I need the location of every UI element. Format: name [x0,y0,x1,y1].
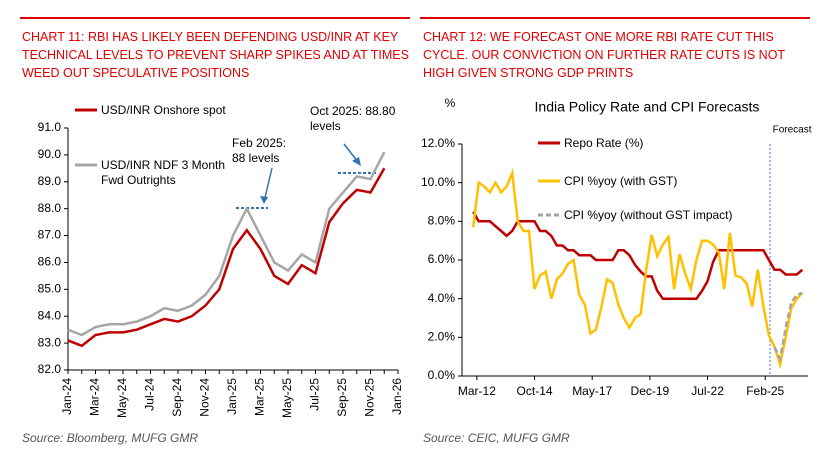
legend-label: Repo Rate (%) [564,136,644,150]
x-tick-label: Jan-25 [225,378,239,415]
source-note: Source: Bloomberg, MUFG GMR [22,431,199,445]
x-tick-label: Nov-24 [198,378,212,417]
y-tick-label: 4.0% [428,291,456,305]
x-tick-label: Jul-24 [143,378,157,411]
x-tick-label: May-17 [572,384,612,398]
y-tick-label: 87.0 [38,228,62,242]
x-tick-label: Mar-24 [88,378,102,416]
y-axis-label: % [445,96,456,110]
x-tick-label: Sep-24 [170,378,184,417]
y-tick-label: 89.0 [38,174,62,188]
arrow-head [352,157,361,166]
y-tick-label: 2.0% [428,330,456,344]
y-tick-label: 90.0 [38,147,62,161]
series-line [472,211,804,300]
x-tick-label: Mar-12 [458,384,496,398]
legend-label: CPI %yoy (without GST impact) [564,208,733,222]
series-line [67,151,386,337]
x-tick-label: May-25 [280,378,294,418]
y-tick-label: 0.0% [428,368,456,382]
forecast-label: Forecast [773,125,812,136]
arrow [263,167,273,203]
y-tick-label: 84.0 [38,308,62,322]
x-tick-label: Oct-14 [517,384,553,398]
chart-caption: CHART 12: WE FORECAST ONE MORE RBI RATE … [423,30,785,80]
series-line [67,167,386,348]
chart-caption: CHART 11: RBI HAS LIKELY BEEN DEFENDING … [22,30,409,80]
source-note: Source: CEIC, MUFG GMR [423,431,570,445]
x-tick-label: Sep-25 [335,378,349,417]
series-line [471,168,804,370]
legend-label: CPI %yoy (with GST) [564,174,678,188]
series-line [773,291,803,363]
chart-title: India Policy Rate and CPI Forecasts [535,99,760,115]
x-tick-label: Nov-25 [363,378,377,417]
y-tick-label: 6.0% [428,252,456,266]
x-tick-label: Jan-24 [60,378,74,415]
arrow-head [260,196,268,204]
y-tick-label: 10.0% [421,175,455,189]
x-tick-label: May-24 [115,378,129,418]
y-tick-label: 85.0 [38,282,62,296]
y-tick-label: 91.0 [38,120,62,134]
legend-label: USD/INR Onshore spot [101,103,226,117]
x-tick-label: Mar-25 [253,378,267,416]
x-tick-label: Dec-19 [631,384,670,398]
x-tick-label: Feb-25 [746,384,784,398]
y-tick-label: 83.0 [38,335,62,349]
y-tick-label: 8.0% [428,214,456,228]
annotation: Feb 2025: 88 levels [232,136,287,165]
x-tick-label: Jan-26 [390,378,404,415]
annotation: Oct 2025: 88.80 levels [310,104,396,133]
y-tick-label: 88.0 [38,201,62,215]
legend-label: USD/INR NDF 3 Month Fwd Outrights [101,158,226,187]
y-tick-label: 82.0 [38,362,62,376]
y-tick-label: 86.0 [38,255,62,269]
x-tick-label: Jul-22 [691,384,724,398]
x-tick-label: Jul-25 [308,378,322,411]
y-tick-label: 12.0% [421,136,455,150]
